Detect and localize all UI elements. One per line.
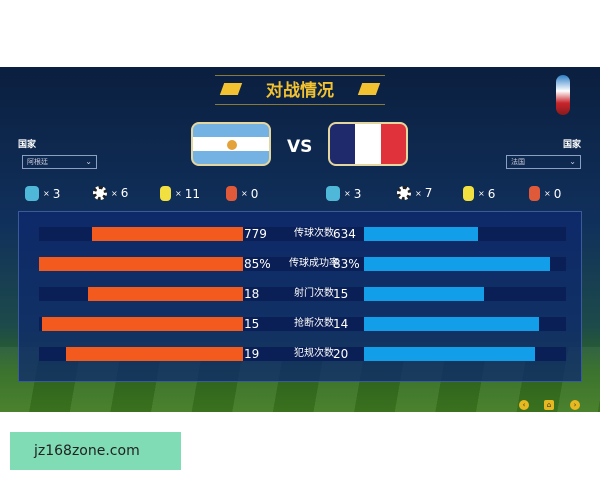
- times-sign: ×: [478, 189, 485, 198]
- prev-button[interactable]: ‹: [519, 400, 529, 410]
- times-sign: ×: [544, 189, 551, 198]
- france-flag: [328, 122, 408, 166]
- home-button[interactable]: ⌂: [544, 400, 554, 410]
- left-stat: × 11: [160, 186, 200, 201]
- gem-icon: [25, 186, 39, 201]
- argentina-flag: [191, 122, 271, 166]
- comparison-row: 85% 传球成功率 83%: [19, 257, 583, 271]
- yellow-card-icon: [463, 186, 474, 201]
- stat-count: 0: [553, 186, 562, 201]
- comparison-box: 779 传球次数 634 85% 传球成功率 83% 18 射门次数 15 15…: [18, 211, 582, 382]
- soccer-ball-icon: [93, 186, 107, 200]
- left-bar: [65, 347, 243, 361]
- stat-name: 犯规次数: [294, 348, 334, 359]
- match-panel: 对战情况 VS 国家 阿根廷 ⌄ 国家 法国 ⌄ × 3 × 6 × 11 × 0 × 3 × 7 × 6 × 0…: [0, 67, 600, 412]
- vs-label: VS: [287, 137, 313, 157]
- times-sign: ×: [43, 189, 50, 198]
- soccer-ball-icon: [397, 186, 411, 200]
- yellow-card-icon: [160, 186, 171, 201]
- times-sign: ×: [111, 188, 118, 198]
- right-bar: [364, 287, 485, 301]
- left-bar: [39, 257, 243, 271]
- stat-name: 传球次数: [294, 228, 334, 239]
- left-value: 15: [244, 317, 260, 331]
- comparison-row: 15 抢断次数 14: [19, 317, 583, 331]
- right-stat: × 0: [529, 186, 561, 201]
- right-value: 15: [333, 287, 349, 301]
- right-bar: [364, 257, 550, 271]
- left-stat: × 6: [93, 186, 128, 200]
- times-sign: ×: [415, 188, 422, 198]
- times-sign: ×: [175, 189, 182, 198]
- comparison-row: 18 射门次数 15: [19, 287, 583, 301]
- left-stat: × 0: [226, 186, 258, 201]
- left-bar: [91, 227, 243, 241]
- right-bar: [364, 347, 536, 361]
- left-bar: [87, 287, 243, 301]
- right-stat: × 6: [463, 186, 495, 201]
- left-value: 18: [244, 287, 260, 301]
- right-value: 634: [333, 227, 356, 241]
- left-selected-value: 阿根廷: [27, 158, 48, 166]
- world-cup-logo: [556, 75, 570, 115]
- page-title: 对战情况: [215, 75, 385, 105]
- left-value: 779: [244, 227, 267, 241]
- right-value: 83%: [333, 257, 360, 271]
- right-value: 20: [333, 347, 349, 361]
- right-stat: × 7: [397, 186, 432, 200]
- right-stat: × 3: [326, 186, 361, 201]
- stat-name: 抢断次数: [294, 318, 334, 329]
- left-bar: [41, 317, 243, 331]
- left-stat: × 3: [25, 186, 60, 201]
- chevron-down-icon: ⌄: [85, 157, 92, 166]
- comparison-row: 779 传球次数 634: [19, 227, 583, 241]
- red-card-icon: [226, 186, 237, 201]
- next-button[interactable]: ›: [570, 400, 580, 410]
- left-country-select[interactable]: 阿根廷 ⌄: [22, 155, 97, 169]
- stat-count: 3: [52, 186, 61, 201]
- times-sign: ×: [241, 189, 248, 198]
- stat-count: 6: [120, 186, 129, 200]
- right-value: 14: [333, 317, 349, 331]
- stat-count: 6: [487, 186, 496, 201]
- right-bar: [364, 227, 479, 241]
- stat-name: 传球成功率: [289, 258, 339, 269]
- chevron-down-icon: ⌄: [569, 157, 576, 166]
- gem-icon: [326, 186, 340, 201]
- stat-count: 0: [250, 186, 259, 201]
- stat-count: 11: [184, 186, 200, 201]
- right-country-select[interactable]: 法国 ⌄: [506, 155, 581, 169]
- right-bar: [364, 317, 540, 331]
- stat-name: 射门次数: [294, 288, 334, 299]
- comparison-row: 19 犯规次数 20: [19, 347, 583, 361]
- left-country-label: 国家: [18, 140, 37, 150]
- stat-count: 7: [424, 186, 433, 200]
- stat-count: 3: [353, 186, 362, 201]
- red-card-icon: [529, 186, 540, 201]
- right-selected-value: 法国: [511, 158, 525, 166]
- right-country-label: 国家: [563, 140, 582, 150]
- watermark: jz168zone.com: [10, 432, 181, 470]
- times-sign: ×: [344, 189, 351, 198]
- left-value: 85%: [244, 257, 271, 271]
- left-value: 19: [244, 347, 260, 361]
